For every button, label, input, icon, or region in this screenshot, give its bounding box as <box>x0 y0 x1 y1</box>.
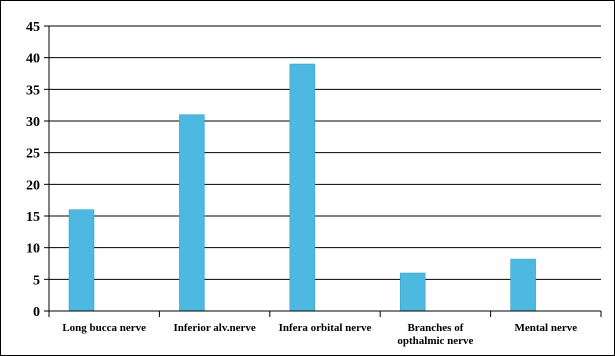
y-tick-label: 20 <box>26 178 40 193</box>
y-tick-label: 5 <box>33 273 40 288</box>
y-axis-ticks: 0 5 10 15 20 25 30 35 40 45 <box>26 20 49 320</box>
y-tick-label: 10 <box>26 242 40 257</box>
bar <box>179 114 205 312</box>
x-tick-label: Infera orbital nerve <box>279 322 372 334</box>
axes <box>48 26 602 317</box>
bar <box>399 272 426 312</box>
y-tick-label: 40 <box>26 52 40 67</box>
x-tick-label: Branches of opthalmic nerve <box>397 322 473 347</box>
y-tick-label: 45 <box>26 20 40 35</box>
y-tick-label: 25 <box>26 147 40 162</box>
y-tick-label: 15 <box>26 210 40 225</box>
y-tick-label: 0 <box>33 305 40 320</box>
bars <box>68 63 536 312</box>
y-tick-label: 30 <box>26 115 40 130</box>
gridlines <box>49 25 601 280</box>
x-axis-labels: Long bucca nerve Inferior alv.nerve Infera… <box>62 322 577 347</box>
x-tick-label: Mental nerve <box>514 322 577 334</box>
bar <box>289 63 316 312</box>
x-tick-label: Long bucca nerve <box>62 322 146 334</box>
y-tick-label: 35 <box>26 83 40 98</box>
bar <box>510 258 536 312</box>
bar <box>68 209 95 312</box>
x-tick-label: Inferior alv.nerve <box>173 322 255 334</box>
